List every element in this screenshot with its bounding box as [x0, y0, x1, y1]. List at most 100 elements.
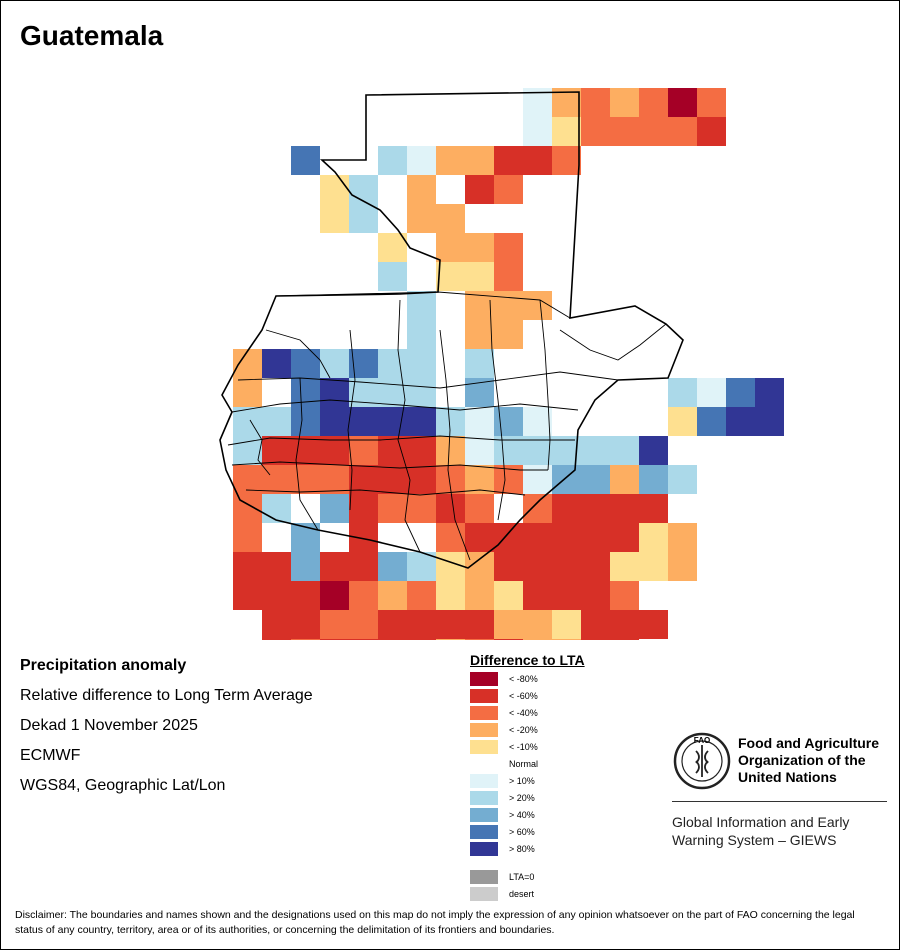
grid-cell: [436, 407, 465, 436]
grid-cell: [523, 291, 552, 320]
legend-item: > 60%: [470, 825, 630, 839]
grid-cell: [552, 117, 581, 146]
grid-cell: [697, 378, 726, 407]
grid-cell: [262, 465, 291, 494]
fao-org-line: United Nations: [738, 769, 837, 785]
grid-cell: [552, 146, 581, 175]
svg-text:FAO: FAO: [694, 736, 710, 745]
page-title: Guatemala: [20, 20, 164, 51]
grid-cell: [581, 639, 610, 640]
fao-org-name: Food and Agriculture Organization of the…: [738, 735, 879, 786]
grid-cell: [668, 552, 697, 581]
grid-cell: [552, 610, 581, 639]
grid-cell: [320, 494, 349, 523]
grid-cell: [262, 436, 291, 465]
grid-cell: [610, 523, 639, 552]
grid-cell: [436, 175, 465, 204]
grid-cell: [262, 378, 291, 407]
grid-cell: [349, 407, 378, 436]
grid-cell: [349, 465, 378, 494]
grid-cell: [494, 320, 523, 349]
grid-cell: [291, 407, 320, 436]
grid-cell: [407, 320, 436, 349]
grid-cell: [378, 494, 407, 523]
grid-cell: [349, 639, 378, 640]
grid-cell: [407, 146, 436, 175]
department-boundary: [231, 399, 579, 413]
disclaimer: Disclaimer: The boundaries and names sho…: [15, 909, 855, 936]
grid-cell: [320, 204, 349, 233]
department-boundary: [245, 489, 526, 496]
grid-cell: [610, 465, 639, 494]
grid-cell: [349, 175, 378, 204]
grid-cell: [755, 378, 784, 407]
grid-cell: [523, 639, 552, 640]
grid-cell: [436, 610, 465, 639]
legend-label: Normal: [509, 759, 539, 769]
grid-cell: [320, 552, 349, 581]
grid-cell: [407, 639, 436, 640]
legend-swatch: [470, 689, 498, 703]
grid-cell: [668, 88, 697, 117]
grid-cell: [552, 465, 581, 494]
grid-cell: [610, 88, 639, 117]
grid-cell: [436, 523, 465, 552]
grid-cell: [320, 378, 349, 407]
fao-org-line: Food and Agriculture: [738, 735, 880, 751]
grid-cell: [233, 523, 262, 552]
grid-cell: [494, 291, 523, 320]
grid-cell: [407, 233, 436, 262]
grid-cell: [465, 465, 494, 494]
grid-cell: [349, 204, 378, 233]
grid-cell: [523, 146, 552, 175]
grid-cell: [581, 610, 610, 639]
grid-cell: [494, 146, 523, 175]
grid-cell: [494, 552, 523, 581]
grid-cell: [610, 436, 639, 465]
divider: [672, 801, 887, 802]
legend-swatch: [470, 825, 498, 839]
grid-cell: [639, 610, 668, 639]
grid-cell: [320, 349, 349, 378]
anomaly-grid: [233, 88, 784, 640]
grid-cell: [407, 291, 436, 320]
legend-label: LTA=0: [509, 872, 535, 882]
grid-cell: [349, 436, 378, 465]
grid-cell: [494, 407, 523, 436]
grid-cell: [523, 610, 552, 639]
grid-cell: [407, 204, 436, 233]
grid-cell: [465, 523, 494, 552]
legend-label: < -10%: [509, 742, 538, 752]
grid-cell: [407, 552, 436, 581]
legend-swatch: [470, 672, 498, 686]
giews-name: Global Information and Early Warning Sys…: [672, 813, 849, 849]
grid-cell: [407, 523, 436, 552]
grid-cell: [349, 581, 378, 610]
grid-cell: [378, 639, 407, 640]
grid-cell: [465, 639, 494, 640]
grid-cell: [494, 639, 523, 640]
grid-cell: [523, 523, 552, 552]
grid-cell: [378, 436, 407, 465]
grid-cell: [494, 436, 523, 465]
grid-cell: [436, 581, 465, 610]
grid-cell: [291, 349, 320, 378]
grid-cell: [581, 88, 610, 117]
grid-cell: [552, 523, 581, 552]
grid-cell: [407, 262, 436, 291]
legend-item: desert: [470, 887, 630, 901]
legend-item: < -80%: [470, 672, 630, 686]
grid-cell: [378, 407, 407, 436]
legend-item: > 20%: [470, 791, 630, 805]
grid-cell: [581, 552, 610, 581]
legend-item: > 40%: [470, 808, 630, 822]
grid-cell: [291, 610, 320, 639]
legend-label: > 80%: [509, 844, 535, 854]
grid-cell: [465, 262, 494, 291]
grid-cell: [552, 552, 581, 581]
grid-cell: [465, 407, 494, 436]
grid-cell: [610, 117, 639, 146]
grid-cell: [320, 436, 349, 465]
grid-cell: [581, 581, 610, 610]
grid-cell: [523, 117, 552, 146]
